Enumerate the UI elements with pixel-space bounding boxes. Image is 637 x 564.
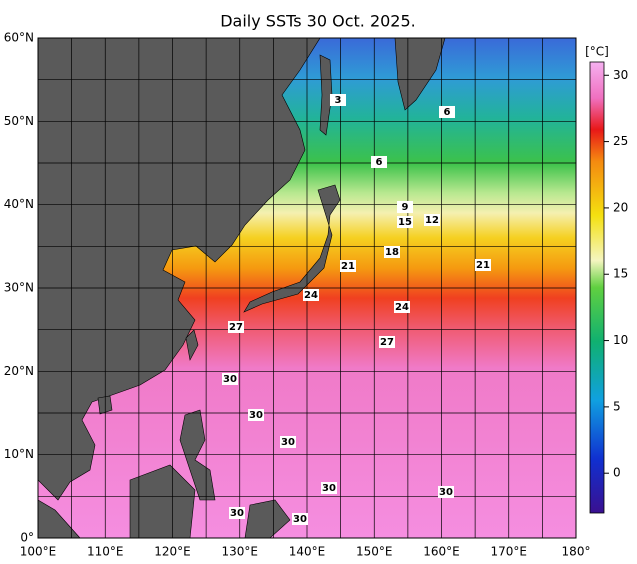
x-tick-label: 170°E [491,545,528,559]
y-tick-label: 40°N [4,197,34,211]
colorbar-tick-label: 0 [613,466,621,480]
x-tick-label: 130°E [222,545,259,559]
x-tick-label: 180° [562,545,591,559]
contour-label: 30 [223,374,237,385]
contour-label: 27 [229,322,243,333]
contour-label-box [280,436,296,448]
contour-label-box [384,246,400,258]
contour-label: 27 [380,337,394,348]
contour-label: 3 [335,95,342,106]
contour-label-box [424,214,440,226]
y-tick-label: 0° [20,531,34,545]
colorbar-tick-label: 5 [613,399,621,413]
contour-label: 9 [402,202,409,213]
contour-label-box [439,106,455,118]
contour-label-box [394,301,410,313]
x-tick-label: 100°E [20,545,57,559]
contour-label: 12 [425,215,439,226]
contour-label-box [379,336,395,348]
y-tick-label: 10°N [4,447,34,461]
colorbar-tick-label: 10 [613,333,628,347]
contour-label: 6 [444,107,451,118]
contour-label-box [303,289,319,301]
x-tick-label: 160°E [423,545,460,559]
x-tick-label: 110°E [87,545,124,559]
x-tick-label: 140°E [289,545,326,559]
colorbar-tick-label: 25 [613,134,628,148]
contour-label: 21 [341,261,355,272]
y-tick-label: 20°N [4,364,34,378]
colorbar-label: [°C] [585,45,609,59]
contour-label-box [397,216,413,228]
contour-label-box [397,201,413,213]
colorbar-tick-label: 30 [613,68,628,82]
contour-label: 30 [249,410,263,421]
contour-label-box [229,507,245,519]
contour-label: 30 [322,483,336,494]
x-tick-label: 120°E [154,545,191,559]
contour-label-box [330,94,346,106]
colorbar-tick-label: 15 [613,267,628,281]
contour-label: 21 [476,260,490,271]
map-frame [37,37,577,539]
map-title: Daily SSTs 30 Oct. 2025. [220,12,416,31]
contour-label: 30 [230,508,244,519]
contour-label-box [475,259,491,271]
y-tick-label: 50°N [4,114,34,128]
contour-label: 30 [439,487,453,498]
contour-label: 18 [385,247,399,258]
contour-label: 30 [293,514,307,525]
colorbar [589,61,605,514]
colorbar-tick-label: 20 [613,200,628,214]
contour-label-box [371,156,387,168]
y-tick-label: 30°N [4,281,34,295]
contour-label-box [340,260,356,272]
contour-label-box [228,321,244,333]
contour-label-box [438,486,454,498]
contour-label: 24 [395,302,409,313]
contour-label-box [222,373,238,385]
contour-label: 15 [398,217,412,228]
y-tick-label: 60°N [4,31,34,45]
x-tick-label: 150°E [356,545,393,559]
contour-label: 30 [281,437,295,448]
contour-label: 24 [304,290,318,301]
contour-label-box [321,482,337,494]
contour-label: 6 [376,157,383,168]
contour-label-box [292,513,308,525]
contour-label-box [248,409,264,421]
